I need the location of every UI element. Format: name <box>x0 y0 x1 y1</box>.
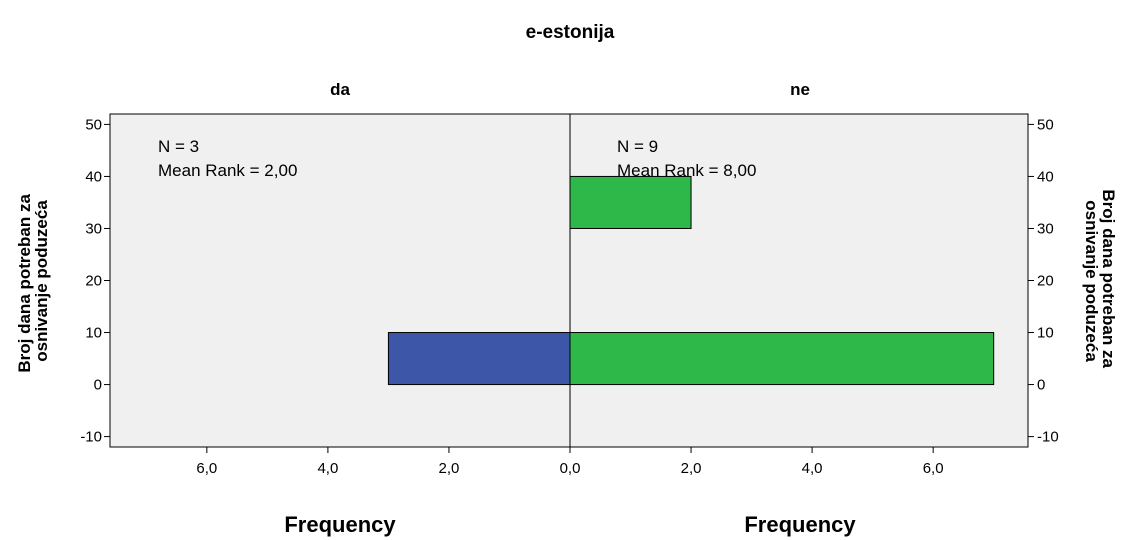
y-tick-label-right: 10 <box>1037 325 1054 342</box>
x-tick-label: 6,0 <box>196 460 217 477</box>
y-tick-label-right: 50 <box>1037 116 1054 133</box>
x-tick-label: 4,0 <box>802 460 823 477</box>
y-tick-label-right: 20 <box>1037 273 1054 290</box>
annotation-right-rank: Mean Rank = 8,00 <box>617 161 756 180</box>
y-tick-label-right: 0 <box>1037 377 1045 394</box>
x-axis: 6,0 4,0 2,0 0,0 2,0 4,0 6,0 <box>196 447 944 477</box>
bar-ne-0 <box>569 332 995 386</box>
y-tick-label-left: 0 <box>94 377 102 394</box>
y-tick-label-right: -10 <box>1037 429 1059 446</box>
y-tick-label-left: 30 <box>85 220 102 237</box>
y-axis-left: -10 0 10 20 30 40 50 <box>80 116 110 446</box>
y-tick-label-left: 10 <box>85 325 102 342</box>
x-axis-label-left: Frequency <box>284 512 396 537</box>
x-tick-label: 6,0 <box>923 460 944 477</box>
panel-label-left: da <box>330 80 350 99</box>
y-axis-label-right: Broj dana potreban za osnivanje poduzeća <box>1082 189 1118 372</box>
x-axis-label-right: Frequency <box>744 512 856 537</box>
y-tick-label-left: 20 <box>85 273 102 290</box>
bars-left-group <box>387 332 571 386</box>
bar-da-0 <box>387 332 571 386</box>
y-tick-label-right: 40 <box>1037 168 1054 185</box>
y-axis-label-left: Broj dana potreban za osnivanje poduzeća <box>15 189 51 372</box>
bar-ne-30 <box>569 175 692 229</box>
y-tick-label-right: 30 <box>1037 220 1054 237</box>
chart-title: e-estonija <box>526 22 615 43</box>
plot-area <box>109 113 1029 448</box>
x-tick-label: 2,0 <box>681 460 702 477</box>
x-tick-label: 0,0 <box>560 460 581 477</box>
panel-label-right: ne <box>790 80 810 99</box>
annotation-left-rank: Mean Rank = 2,00 <box>158 161 297 180</box>
y-axis-right: -10 0 10 20 30 40 50 <box>1028 116 1059 446</box>
bars-right-group <box>569 175 995 386</box>
y-tick-label-left: -10 <box>80 429 102 446</box>
x-tick-label: 4,0 <box>317 460 338 477</box>
annotation-right-n: N = 9 <box>617 137 658 156</box>
x-tick-label: 2,0 <box>439 460 460 477</box>
annotation-left-n: N = 3 <box>158 137 199 156</box>
y-tick-label-left: 50 <box>85 116 102 133</box>
y-tick-label-left: 40 <box>85 168 102 185</box>
